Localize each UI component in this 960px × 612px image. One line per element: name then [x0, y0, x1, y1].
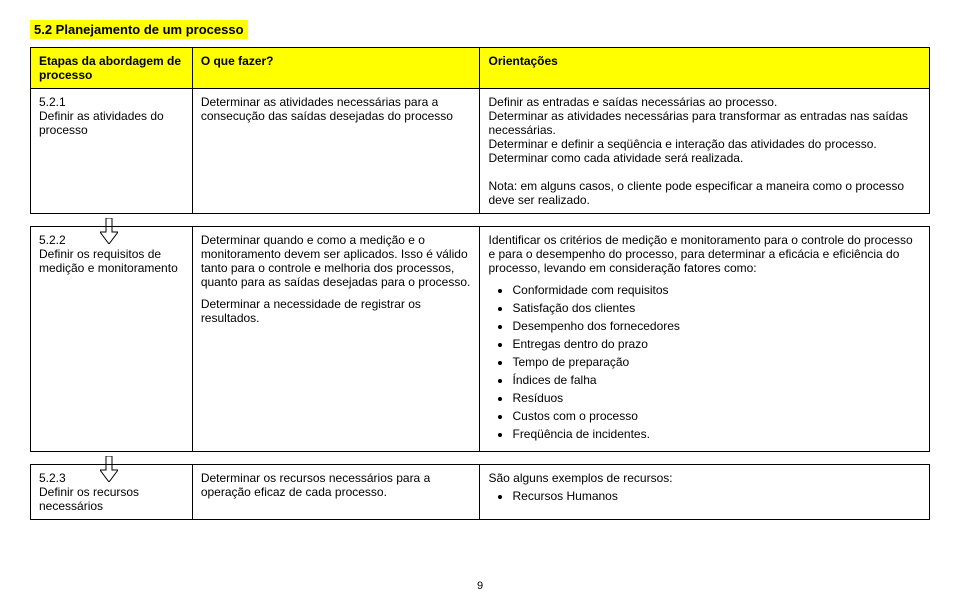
- bullet-list: Conformidade com requisitos Satisfação d…: [488, 283, 921, 441]
- list-item: Entregas dentro do prazo: [512, 337, 921, 351]
- step-number: 5.2.1: [39, 95, 184, 109]
- list-item: Satisfação dos clientes: [512, 301, 921, 315]
- table-row: 5.2.2 Definir os requisitos de medição e…: [31, 227, 930, 452]
- list-item: Conformidade com requisitos: [512, 283, 921, 297]
- list-item: Índices de falha: [512, 373, 921, 387]
- process-table-3: 5.2.3 Definir os recursos necessários De…: [30, 464, 930, 520]
- guide-intro: Identificar os critérios de medição e mo…: [488, 233, 921, 275]
- what-text: Determinar quando e como a medição e o m…: [201, 233, 472, 289]
- guide-text: Determinar e definir a seqüência e inter…: [488, 137, 876, 151]
- header-step: Etapas da abordagem de processo: [31, 48, 193, 89]
- step-name: Definir os requisitos de medição e monit…: [39, 247, 184, 275]
- list-item: Recursos Humanos: [512, 489, 921, 503]
- guide-text: Definir as entradas e saídas necessárias…: [488, 95, 777, 109]
- what-cell: Determinar as atividades necessárias par…: [192, 89, 480, 214]
- process-table-1: Etapas da abordagem de processo O que fa…: [30, 47, 930, 214]
- guide-cell: Identificar os critérios de medição e mo…: [480, 227, 930, 452]
- list-item: Custos com o processo: [512, 409, 921, 423]
- guide-cell: São alguns exemplos de recursos: Recurso…: [480, 465, 930, 520]
- step-number: 5.2.3: [39, 471, 184, 485]
- list-item: Tempo de preparação: [512, 355, 921, 369]
- header-guide: Orientações: [480, 48, 930, 89]
- list-item: Freqüência de incidentes.: [512, 427, 921, 441]
- list-item: Desempenho dos fornecedores: [512, 319, 921, 333]
- guide-intro: São alguns exemplos de recursos:: [488, 471, 672, 485]
- bullet-list: Recursos Humanos: [488, 489, 921, 503]
- table-row: 5.2.3 Definir os recursos necessários De…: [31, 465, 930, 520]
- step-number: 5.2.2: [39, 233, 184, 247]
- what-cell: Determinar os recursos necessários para …: [192, 465, 480, 520]
- header-what: O que fazer?: [192, 48, 480, 89]
- guide-note: Nota: em alguns casos, o cliente pode es…: [488, 179, 904, 207]
- list-item: Resíduos: [512, 391, 921, 405]
- table-row: 5.2.1 Definir as atividades do processo …: [31, 89, 930, 214]
- guide-cell: Definir as entradas e saídas necessárias…: [480, 89, 930, 214]
- step-name: Definir os recursos necessários: [39, 485, 184, 513]
- guide-text: Determinar as atividades necessárias par…: [488, 109, 908, 137]
- section-title: 5.2 Planejamento de um processo: [30, 20, 248, 39]
- page-number: 9: [30, 580, 930, 592]
- what-text: Determinar a necessidade de registrar os…: [201, 297, 472, 325]
- step-name: Definir as atividades do processo: [39, 109, 184, 137]
- process-table-2: 5.2.2 Definir os requisitos de medição e…: [30, 226, 930, 452]
- guide-text: Determinar como cada atividade será real…: [488, 151, 743, 165]
- what-cell: Determinar quando e como a medição e o m…: [192, 227, 480, 452]
